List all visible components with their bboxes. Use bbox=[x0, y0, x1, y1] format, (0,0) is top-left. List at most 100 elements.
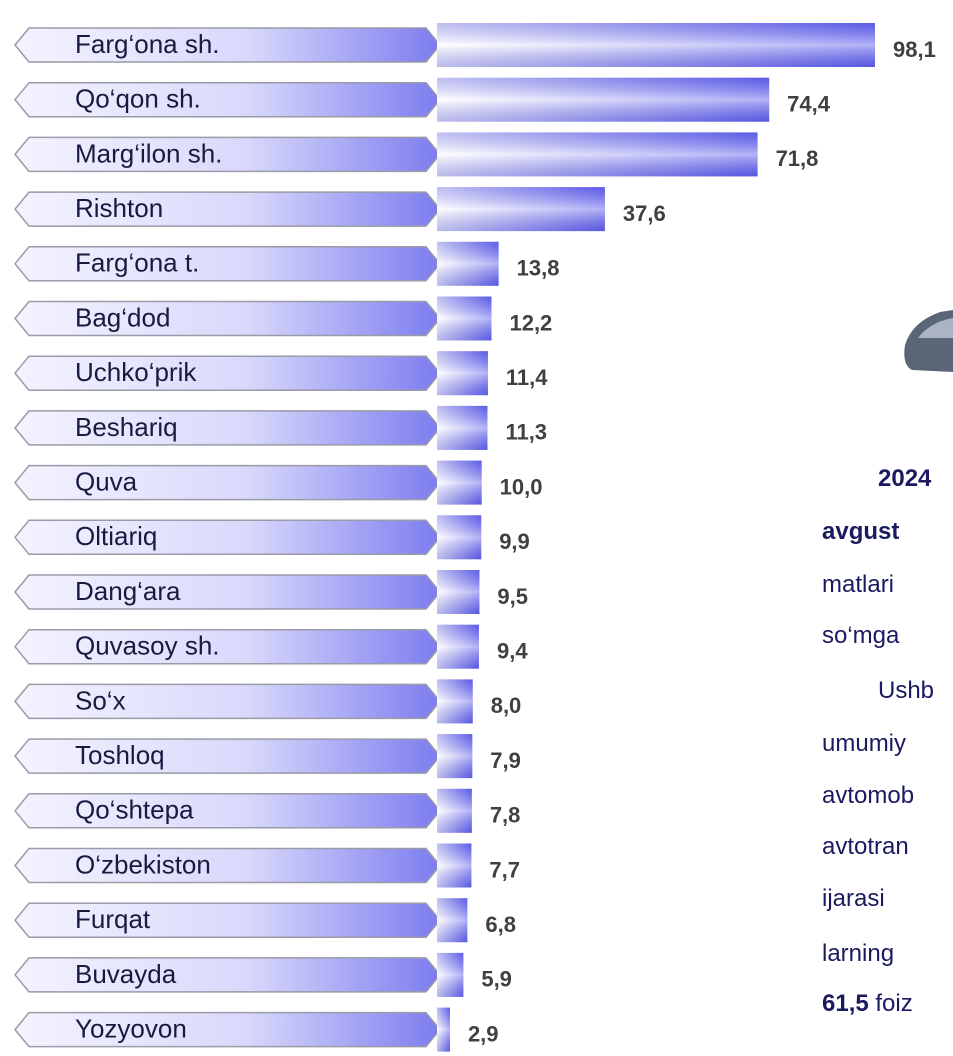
side-text-line: ijarasi bbox=[822, 885, 885, 912]
side-text: larning bbox=[822, 940, 894, 967]
bar-shine bbox=[437, 570, 480, 614]
side-text: 2024 bbox=[878, 465, 932, 492]
side-text-line: so‘mga bbox=[822, 622, 900, 649]
value-label: 98,1 bbox=[893, 37, 936, 62]
value-label: 13,8 bbox=[517, 256, 560, 281]
value-label: 10,0 bbox=[500, 474, 543, 499]
bar-shine bbox=[437, 1007, 450, 1052]
category-label: Furqat bbox=[75, 904, 151, 934]
side-text: Ushb bbox=[878, 677, 934, 704]
bar-shine bbox=[437, 734, 473, 779]
value-label: 9,4 bbox=[497, 639, 528, 664]
side-text: foiz bbox=[869, 990, 913, 1017]
bar-group bbox=[437, 515, 482, 560]
bar-shine bbox=[437, 460, 482, 505]
value-label: 11,3 bbox=[505, 420, 547, 445]
value-label: 6,8 bbox=[485, 912, 516, 937]
category-label: Oltiariq bbox=[75, 521, 157, 551]
side-text: avtotran bbox=[822, 833, 909, 860]
bar-shine bbox=[437, 77, 770, 122]
bar-group bbox=[437, 296, 492, 341]
bar-shine bbox=[437, 187, 605, 232]
bar-shine bbox=[437, 23, 875, 67]
bar-group bbox=[437, 624, 479, 669]
side-text-line: avgust bbox=[822, 518, 899, 545]
category-label: Buvayda bbox=[75, 959, 177, 989]
bar-group bbox=[437, 1007, 450, 1052]
side-text: umumiy bbox=[822, 730, 906, 757]
category-label: Bag‘dod bbox=[75, 302, 170, 332]
category-label: O‘zbekiston bbox=[75, 849, 211, 879]
car-image bbox=[904, 310, 953, 372]
bar-group bbox=[437, 187, 605, 232]
category-label: Uchko‘prik bbox=[75, 357, 197, 387]
value-label: 7,8 bbox=[490, 803, 521, 828]
value-label: 5,9 bbox=[481, 967, 512, 992]
side-text-line: larning bbox=[822, 940, 894, 967]
category-label: So‘x bbox=[75, 685, 126, 715]
category-label: Quvasoy sh. bbox=[75, 631, 220, 661]
category-label: Marg‘ilon sh. bbox=[75, 138, 222, 168]
side-text: 61,5 bbox=[822, 990, 869, 1017]
value-label: 74,4 bbox=[787, 92, 831, 117]
bar-shine bbox=[437, 843, 472, 888]
bar-group bbox=[437, 570, 480, 614]
value-label: 37,6 bbox=[623, 201, 666, 226]
side-text: avtomob bbox=[822, 782, 914, 809]
value-label: 8,0 bbox=[491, 693, 522, 718]
category-label: Farg‘ona t. bbox=[75, 248, 199, 278]
bar-group bbox=[437, 898, 468, 943]
bar-shine bbox=[437, 515, 482, 560]
bar-shine bbox=[437, 788, 472, 833]
bar-group bbox=[437, 241, 499, 286]
bar-group bbox=[437, 77, 770, 122]
side-text-line: avtomob bbox=[822, 782, 914, 809]
bar-shine bbox=[437, 679, 473, 724]
value-label: 12,2 bbox=[509, 310, 552, 335]
bar-group bbox=[437, 405, 488, 450]
side-text: so‘mga bbox=[822, 622, 900, 649]
category-label: Dang‘ara bbox=[75, 576, 181, 606]
category-label: Quva bbox=[75, 466, 138, 496]
bar-group bbox=[437, 351, 488, 396]
category-label: Qo‘qon sh. bbox=[75, 84, 201, 114]
value-label: 7,9 bbox=[490, 748, 521, 773]
side-text: avgust bbox=[822, 518, 899, 545]
value-label: 9,5 bbox=[497, 584, 528, 609]
category-label: Yozyovon bbox=[75, 1013, 187, 1043]
side-text: ijarasi bbox=[822, 885, 885, 912]
bar-shine bbox=[437, 132, 758, 177]
value-label: 11,4 bbox=[506, 365, 548, 390]
side-text-line: Ushb bbox=[878, 677, 934, 704]
category-label: Rishton bbox=[75, 193, 163, 223]
bar-group bbox=[437, 734, 473, 779]
bar-group bbox=[437, 679, 473, 724]
bar-shine bbox=[437, 351, 488, 396]
side-text-line: avtotran bbox=[822, 833, 909, 860]
bar-shine bbox=[437, 624, 479, 669]
bar-shine bbox=[437, 405, 488, 450]
side-text-line: 2024 bbox=[878, 465, 932, 492]
category-label: Farg‘ona sh. bbox=[75, 29, 220, 59]
bar-group bbox=[437, 952, 464, 997]
bar-group bbox=[437, 843, 472, 888]
bar-shine bbox=[437, 898, 468, 943]
bar-group bbox=[437, 460, 482, 505]
value-label: 9,9 bbox=[499, 529, 530, 554]
bar-group bbox=[437, 23, 875, 67]
value-label: 2,9 bbox=[468, 1021, 499, 1046]
value-label: 7,7 bbox=[489, 857, 520, 882]
category-label: Qo‘shtepa bbox=[75, 795, 194, 825]
bar-shine bbox=[437, 952, 464, 997]
side-text-line: matlari bbox=[822, 571, 894, 598]
bar-shine bbox=[437, 296, 492, 341]
side-text: matlari bbox=[822, 571, 894, 598]
value-label: 71,8 bbox=[776, 146, 819, 171]
category-label: Beshariq bbox=[75, 412, 178, 442]
bar-group bbox=[437, 132, 758, 177]
bar-shine bbox=[437, 241, 499, 286]
side-text-line: 61,5 foiz bbox=[822, 990, 913, 1017]
category-label: Toshloq bbox=[75, 740, 165, 770]
